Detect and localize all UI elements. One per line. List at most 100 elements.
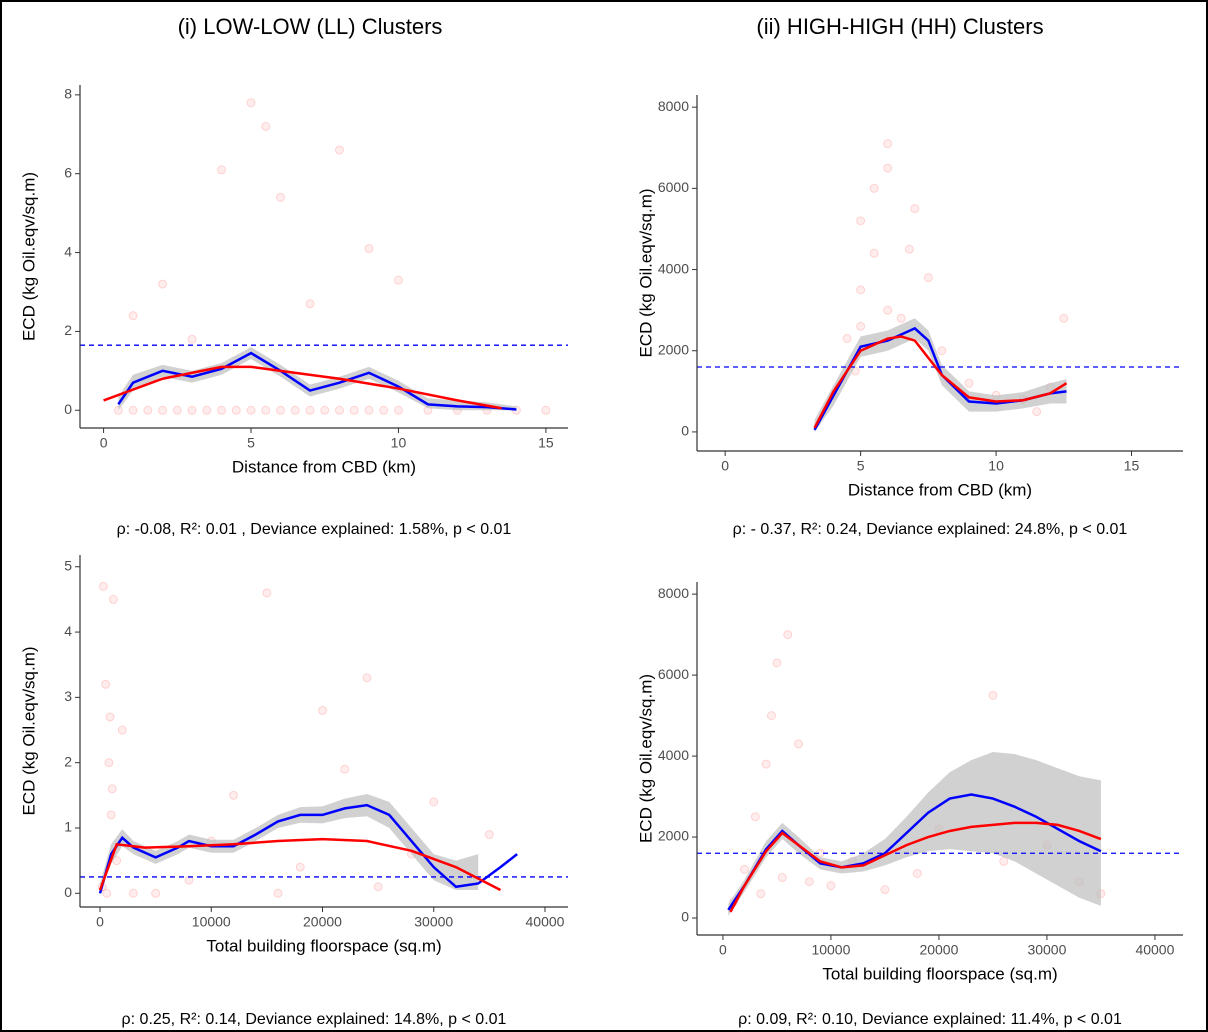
point [151,888,161,898]
caption: ρ: 0.25, R²: 0.14, Deviance explained: 1… [122,1011,507,1028]
x-tick-label: 10000 [811,942,850,958]
point [295,862,305,872]
point [964,378,974,388]
point [246,405,256,415]
point [305,405,315,415]
x-tick-label: 0 [100,435,108,451]
point [231,405,241,415]
point [217,405,227,415]
y-tick-label: 4 [64,623,72,639]
point [869,183,879,193]
x-axis-label: Total building floorspace (sq.m) [822,964,1057,983]
point [105,712,115,722]
y-tick-label: 6000 [658,666,689,682]
point [923,273,933,283]
y-tick-label: 2 [64,322,72,338]
point [128,405,138,415]
confidence-band [728,752,1101,916]
point [794,739,804,749]
y-tick-label: 2000 [658,828,689,844]
x-tick-label: 15 [1124,458,1140,474]
smooth-line [103,365,502,410]
point [273,888,283,898]
point [783,630,793,640]
point [904,244,914,254]
point [261,121,271,131]
point [334,405,344,415]
point [106,810,116,820]
point [999,856,1009,866]
point [101,679,111,689]
point [98,581,108,591]
x-tick-label: 0 [719,942,727,958]
y-tick-label: 8000 [658,585,689,601]
point [761,759,771,769]
point [317,705,327,715]
point [107,784,117,794]
y-tick-label: 0 [64,884,72,900]
point [158,279,168,289]
point [290,405,300,415]
caption: ρ: -0.08, R²: 0.01 , Deviance explained:… [117,521,512,538]
y-tick-label: 4000 [658,260,689,276]
point [187,405,197,415]
y-axis-label: ECD (kg Oil.eqv/sq.m) [19,172,38,341]
point [217,165,227,175]
point [117,725,127,735]
x-tick-label: 30000 [414,914,453,930]
point [261,405,271,415]
point [869,248,879,258]
point [883,139,893,149]
point [364,244,374,254]
point [756,889,766,899]
point [102,888,112,898]
point [777,873,787,883]
x-tick-label: 20000 [919,942,958,958]
y-tick-label: 4 [64,243,72,259]
point [340,764,350,774]
point [334,145,344,155]
point [541,405,551,415]
y-tick-label: 0 [681,909,689,925]
y-axis-label: ECD (kg Oil.eqv/sq.m) [636,188,655,357]
point [856,321,866,331]
column-title: (i) LOW-LOW (LL) Clusters [178,14,443,39]
point [379,405,389,415]
point [937,346,947,356]
y-tick-label: 6000 [658,179,689,195]
point [128,888,138,898]
column-title: (ii) HIGH-HIGH (HH) Clusters [756,14,1043,39]
point [276,192,286,202]
point [740,864,750,874]
x-axis-label: Distance from CBD (km) [848,480,1032,499]
x-tick-label: 0 [96,914,104,930]
caption: ρ: - 0.37, R²: 0.24, Deviance explained:… [733,521,1128,538]
x-tick-label: 40000 [526,914,565,930]
point [104,758,114,768]
point [276,405,286,415]
point [362,673,372,683]
y-tick-label: 0 [681,423,689,439]
smooth-line [727,793,1102,911]
y-tick-label: 8 [64,86,72,102]
point [320,405,330,415]
point [184,875,194,885]
point [172,405,182,415]
point [1059,313,1069,323]
x-tick-label: 10000 [192,914,231,930]
smooth-line [813,335,1068,429]
point [880,885,890,895]
point [883,163,893,173]
point [767,711,777,721]
point [896,313,906,323]
confidence-band [118,347,517,411]
point [364,405,374,415]
x-axis-label: Distance from CBD (km) [232,457,416,476]
y-tick-label: 3 [64,688,72,704]
confidence-band [100,794,479,894]
x-tick-label: 5 [247,435,255,451]
x-tick-label: 5 [857,458,865,474]
y-axis-label: ECD (kg Oil.eqv/sq.m) [636,674,655,843]
